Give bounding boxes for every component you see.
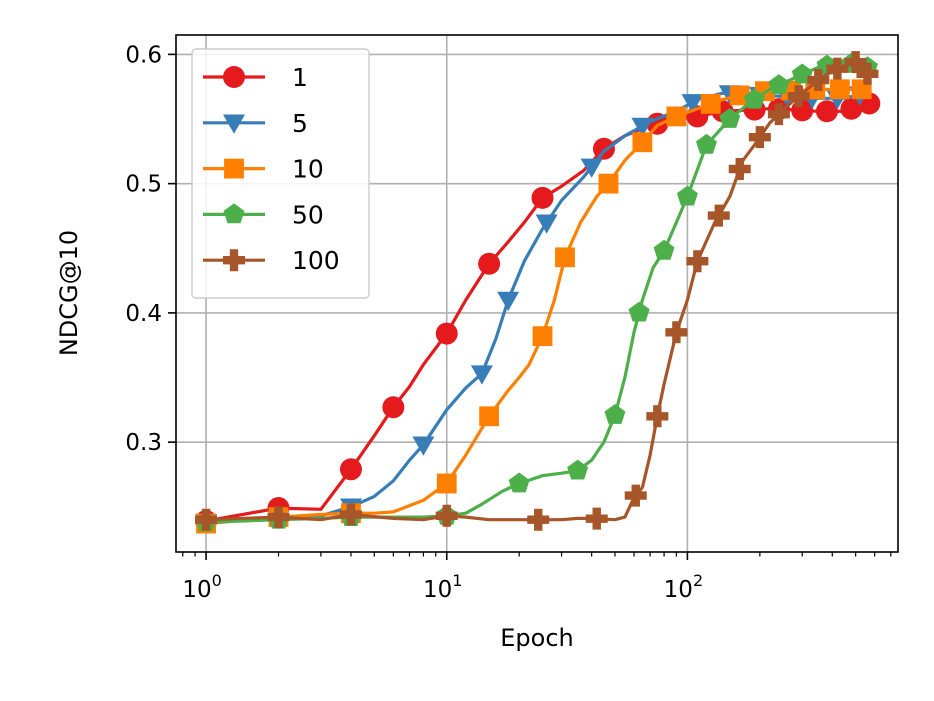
legend-box [191,48,370,299]
data-point [632,132,653,153]
data-point [631,117,654,137]
data-point [267,506,290,529]
data-point [787,85,810,108]
data-point [532,326,553,347]
legend-label: 1 [292,63,308,92]
data-point [807,69,830,92]
data-point [719,108,741,128]
data-point [470,365,493,385]
plot-frame [175,34,899,553]
data-point [707,204,730,227]
data-point [604,404,626,424]
legend-label: 10 [292,155,324,184]
data-point [508,472,530,493]
legend-label: 5 [292,109,308,138]
data-point [696,133,717,154]
data-point [844,51,867,74]
data-point [826,57,849,80]
data-point [624,484,647,507]
data-point [435,504,458,527]
data-point [768,74,790,94]
data-point [744,88,765,109]
legend-label: 50 [292,200,324,229]
data-point [728,158,751,181]
data-point [646,405,669,428]
data-point [665,321,688,344]
data-point [700,93,721,114]
data-point [666,106,687,127]
data-point [382,396,405,419]
data-point [567,459,589,480]
data-point [580,158,603,178]
data-point [527,508,550,531]
series-layer [195,51,881,534]
data-point [592,137,615,160]
x-tick-label: 101 [423,571,462,603]
legend-label: 100 [292,246,340,275]
legend-marker [223,66,245,88]
legend-marker [223,249,245,272]
data-point [339,458,362,481]
legend-marker [223,114,245,134]
data-point [628,301,650,322]
y-axis-label: NDCG@10 [55,230,83,356]
data-point [531,186,554,209]
data-point [767,103,790,126]
data-point [555,247,575,268]
data-point [195,508,218,531]
data-point [748,126,771,149]
data-point [840,97,863,120]
y-tick-label: 0.6 [125,42,162,68]
data-point [479,406,500,427]
legend-marker [224,158,244,179]
series-line-50 [206,60,866,524]
data-point [681,94,704,114]
y-tick-label: 0.5 [125,172,162,198]
data-point [653,239,675,260]
data-point [856,62,879,85]
data-point [478,252,501,275]
data-point [436,473,457,494]
data-point [535,214,558,234]
data-point [497,291,520,311]
legend: 1 5 10 50 100 [191,48,370,299]
data-point [412,436,435,456]
data-point [435,322,458,345]
series-100 [195,51,879,531]
x-axis-label: Epoch [500,624,574,652]
data-point [829,79,850,100]
data-point [676,185,698,206]
data-point [686,250,709,273]
data-point [598,173,619,194]
y-tick-label: 0.3 [125,430,162,456]
data-point [815,100,838,123]
x-tick-label: 100 [182,571,221,603]
y-tick-label: 0.4 [125,301,162,327]
legend-marker [223,203,245,224]
x-tick-label: 102 [664,571,703,603]
data-point [339,503,362,526]
data-point [729,85,750,106]
data-point [585,507,608,530]
